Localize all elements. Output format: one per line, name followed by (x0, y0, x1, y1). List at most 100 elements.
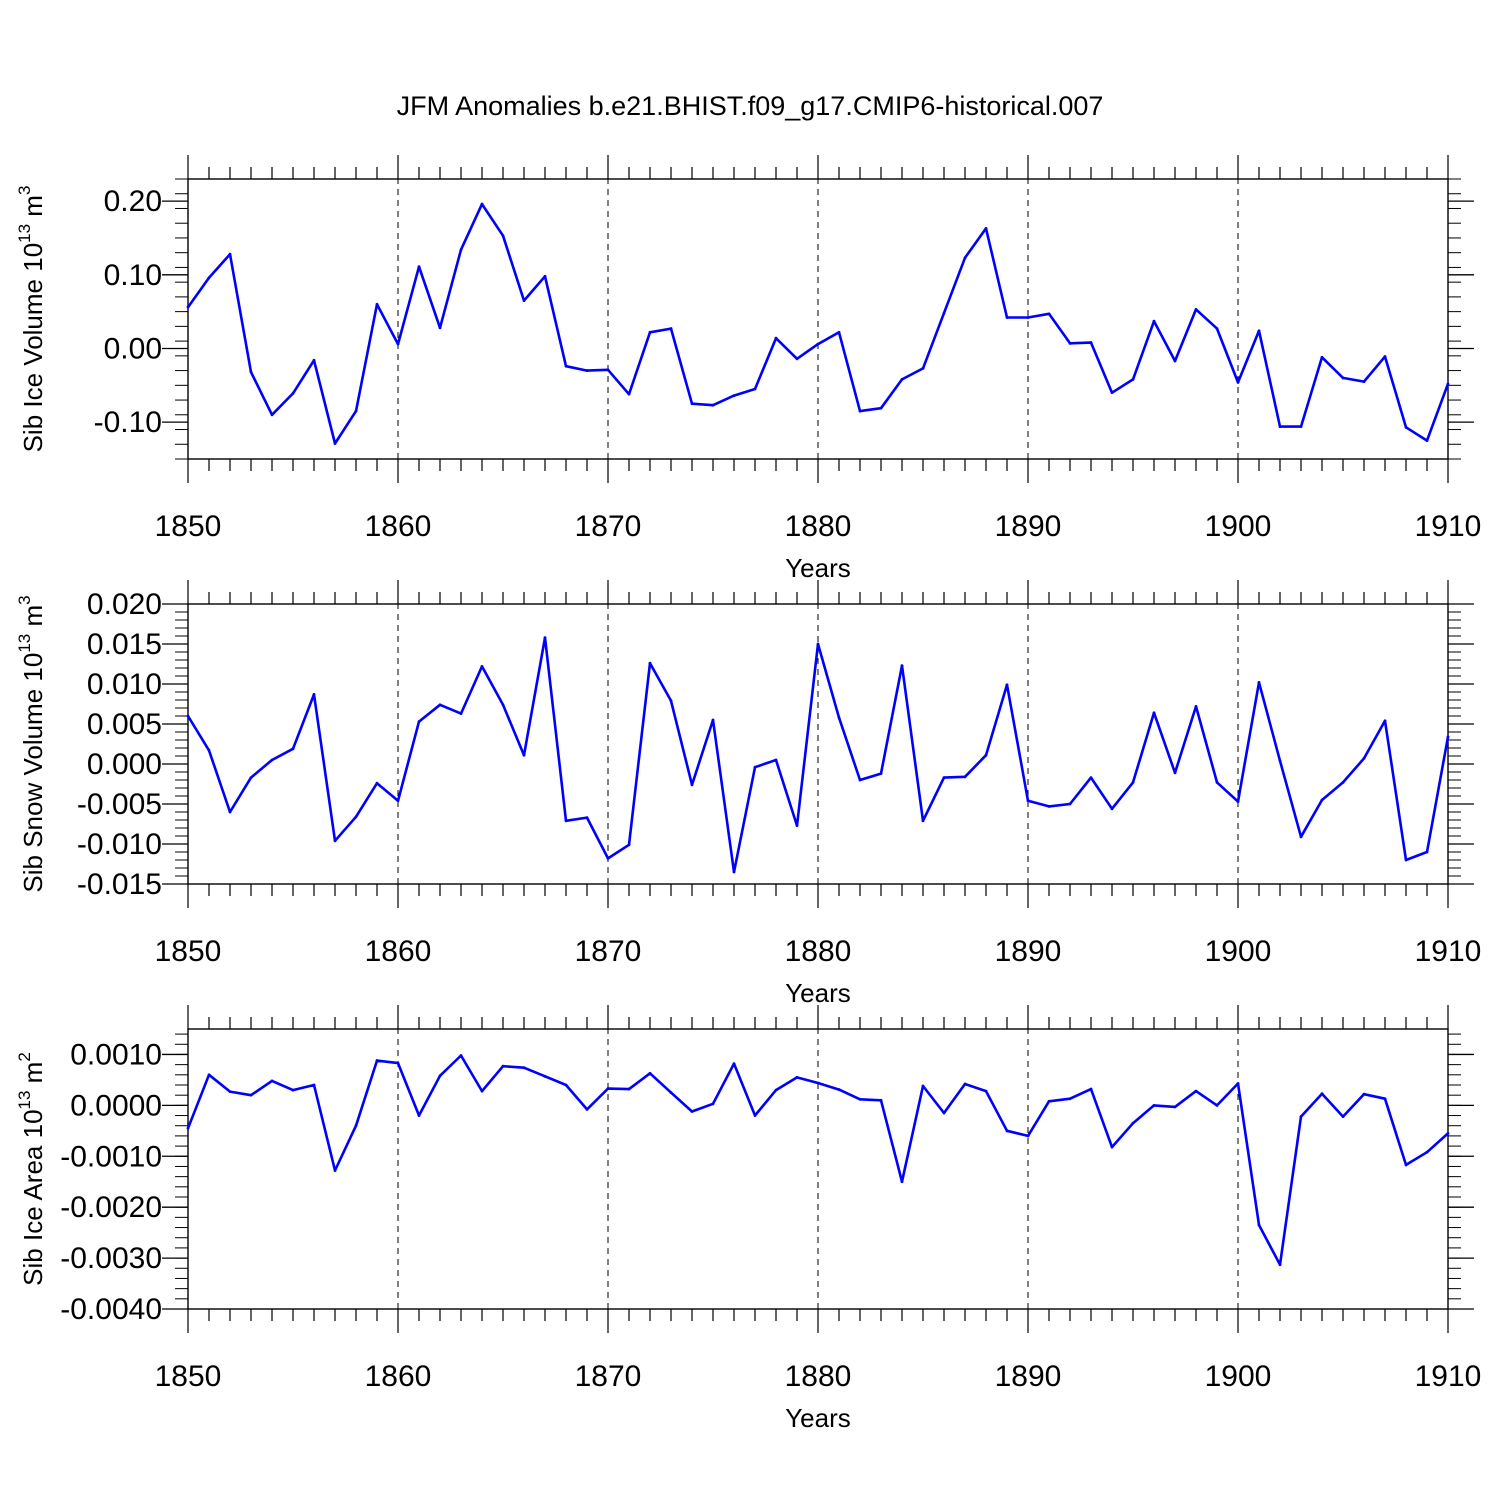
data-point (921, 366, 925, 370)
data-point (1047, 312, 1051, 316)
data-point (1131, 781, 1135, 784)
y-tick-label: -0.0010 (60, 1140, 162, 1173)
data-point (1383, 355, 1387, 358)
data-point (1026, 799, 1030, 803)
data-point (774, 336, 778, 340)
x-tick-label: 1860 (365, 510, 432, 543)
data-point (753, 1114, 757, 1117)
y-tick-label: 0.0010 (70, 1038, 162, 1071)
data-point (1299, 835, 1303, 839)
data-point (1320, 1092, 1324, 1096)
data-point (732, 870, 736, 874)
data-point (501, 1064, 505, 1068)
data-point (333, 442, 337, 445)
data-point (207, 1073, 211, 1077)
data-point (1278, 759, 1282, 763)
data-point (627, 843, 631, 847)
x-tick-label: 1850 (155, 935, 222, 968)
data-point (732, 394, 736, 398)
data-point (375, 1059, 379, 1062)
data-point (1425, 1150, 1429, 1154)
data-point (1152, 1103, 1156, 1107)
data-point (1005, 316, 1009, 319)
data-point (669, 327, 673, 330)
y-axis-label: Sib Snow Volume 1013 m3 (15, 595, 48, 892)
data-point (1341, 376, 1345, 380)
data-point (774, 1088, 778, 1092)
data-point (921, 1084, 925, 1088)
data-point (963, 775, 967, 779)
data-point (312, 358, 316, 362)
data-point (1299, 425, 1303, 428)
data-point (480, 665, 484, 668)
data-point (963, 256, 967, 260)
x-tick-label: 1860 (365, 935, 432, 968)
data-point (375, 302, 379, 306)
x-tick-label: 1900 (1205, 935, 1272, 968)
data-point (291, 392, 295, 395)
data-point (270, 413, 274, 417)
data-point (648, 1071, 652, 1075)
data-point (333, 839, 337, 843)
data-point (816, 342, 820, 346)
y-tick-label: -0.10 (94, 406, 162, 439)
data-point (1404, 425, 1408, 429)
data-point (627, 1087, 631, 1091)
data-point (1005, 1129, 1009, 1133)
data-point (1215, 327, 1219, 330)
x-axis-label: Years (785, 553, 851, 583)
data-point (459, 1054, 463, 1057)
y-tick-label: 0.10 (104, 259, 162, 292)
data-point (795, 1075, 799, 1079)
data-point (1068, 1097, 1072, 1101)
data-point (417, 720, 421, 723)
data-point (1047, 805, 1051, 808)
data-point (1257, 681, 1261, 684)
data-point (417, 265, 421, 269)
data-point (207, 749, 211, 752)
data-point (1341, 1115, 1345, 1118)
data-point (690, 1110, 694, 1113)
x-tick-label: 1880 (785, 1360, 852, 1393)
y-tick-label: 0.00 (104, 332, 162, 365)
data-point (858, 409, 862, 413)
x-tick-label: 1890 (995, 935, 1062, 968)
data-point (1089, 341, 1093, 344)
data-point (1257, 329, 1261, 333)
data-point (711, 1102, 715, 1106)
plot-frame (187, 1028, 1449, 1310)
data-point (354, 1124, 358, 1128)
x-tick-label: 1910 (1415, 935, 1482, 968)
data-point (753, 387, 757, 391)
data-point (270, 758, 274, 762)
data-point (1110, 1145, 1114, 1149)
data-point (795, 357, 799, 361)
data-point (1215, 781, 1219, 784)
y-tick-label: 0.0000 (70, 1089, 162, 1122)
x-tick-label: 1870 (575, 935, 642, 968)
y-tick-label: -0.0040 (60, 1293, 162, 1326)
y-tick-label: -0.0020 (60, 1191, 162, 1224)
data-point (1257, 1223, 1261, 1227)
data-point (732, 1062, 736, 1066)
x-tick-label: 1880 (785, 935, 852, 968)
data-point (1068, 802, 1072, 806)
data-point (522, 1066, 526, 1070)
data-point (858, 1097, 862, 1101)
data-point (186, 305, 190, 309)
x-tick-label: 1890 (995, 510, 1062, 543)
data-point (1446, 382, 1450, 386)
data-point (669, 1091, 673, 1095)
x-tick-label: 1870 (575, 1360, 642, 1393)
data-point (1173, 1105, 1177, 1109)
data-point (753, 765, 757, 769)
data-point (1089, 776, 1093, 779)
data-point (228, 810, 232, 814)
data-point (1236, 1082, 1240, 1085)
data-point (543, 1074, 547, 1078)
data-point (1152, 319, 1156, 323)
chart-panel-3: 0.0010 0.0000 -0.0010 -0.0020 -0.0030 -0.0040… (15, 1005, 1481, 1433)
data-point (774, 758, 778, 762)
x-tick-label: 1880 (785, 510, 852, 543)
